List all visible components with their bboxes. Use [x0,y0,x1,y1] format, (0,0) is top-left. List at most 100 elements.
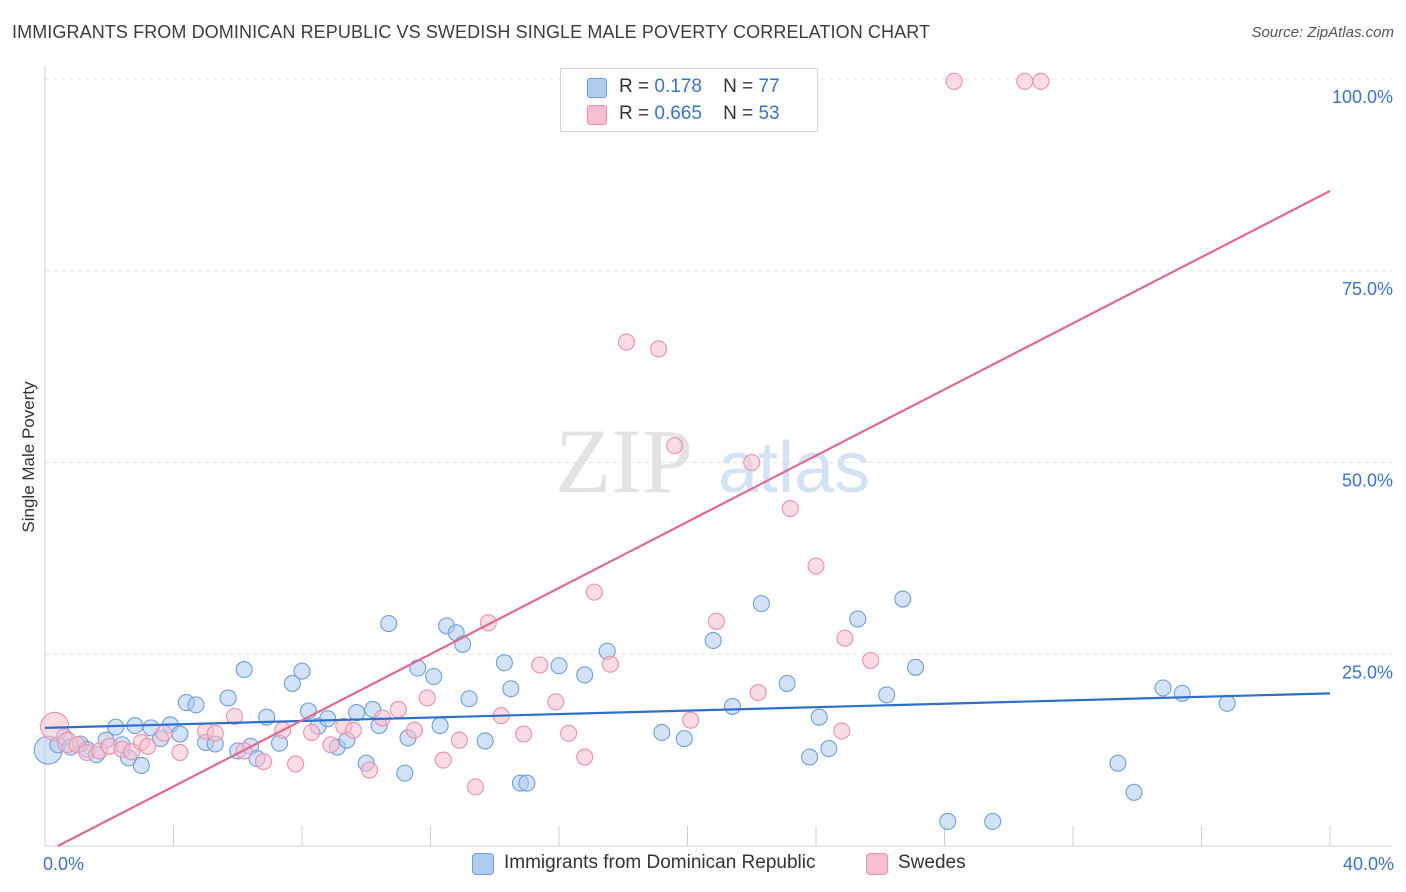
legend-swatch-dominican [587,78,607,98]
point-swedes [833,722,851,740]
legend-r-value: 0.665 [654,103,702,124]
point-swedes [287,755,305,773]
point-dominican [801,748,819,766]
point-dominican [984,812,1002,831]
legend-r-label: R = [619,76,650,97]
point-swedes [749,684,767,702]
watermark-zip: ZIP [555,410,693,512]
point-dominican [907,658,925,676]
point-swedes [807,557,825,575]
point-dominican [723,697,742,715]
legend-n-label: N = [723,103,754,124]
point-dominican [1125,783,1143,801]
legend-swatch-swedes [587,105,607,125]
point-dominican [132,756,150,775]
point-dominican [894,590,912,608]
tick-labels: 25.0% 50.0% 75.0% 100.0% 0.0% 40.0% [43,87,1394,874]
source-label: Source: ZipAtlas.com [1251,24,1394,41]
trend-line-dominican [44,692,1331,729]
x-tick-label: 40.0% [1343,854,1394,874]
point-dominican [1109,754,1127,772]
chart-title: IMMIGRANTS FROM DOMINICAN REPUBLIC VS SW… [12,22,931,42]
legend-r-value: 0.178 [654,76,702,97]
point-dominican [1154,679,1172,697]
point-dominican [653,723,671,742]
point-dominican [752,595,770,613]
point-swedes [418,689,436,707]
point-dominican [396,764,414,782]
point-swedes [155,724,173,742]
watermark: ZIP atlas [555,410,870,512]
point-dominican [319,710,337,728]
point-dominican [502,680,520,698]
legend-n-label: N = [723,76,754,97]
point-swedes [707,612,725,630]
point-dominican [380,615,398,633]
trend-line-swedes [57,190,1331,847]
bottom-legend-swatch-swedes [866,853,888,875]
bottom-legend-swatch-dominican [472,853,494,875]
point-swedes [781,499,799,518]
point-dominican [849,610,867,628]
y-tick-label: 50.0% [1342,471,1393,491]
point-dominican [425,667,443,686]
grid-lines [45,78,1392,655]
point-swedes [515,725,533,743]
point-swedes [945,72,963,90]
y-axis-label: Single Male Poverty [19,381,38,533]
point-dominican [810,708,828,726]
point-swedes [576,748,594,766]
point-swedes [1016,72,1034,90]
point-swedes [171,743,189,761]
point-swedes [617,333,636,351]
point-dominican [348,703,366,722]
point-dominican [431,717,449,735]
point-swedes [206,724,224,742]
point-swedes [560,724,578,742]
legend-n-value: 77 [758,76,780,97]
point-swedes [139,737,157,755]
point-dominican [235,661,253,679]
point-swedes [466,778,485,796]
point-swedes [450,731,468,749]
data-points [33,72,1236,831]
point-swedes [254,753,273,771]
bottom-legend-label-dominican: Immigrants from Dominican Republic [504,852,816,873]
point-dominican [283,674,301,692]
point-dominican [675,730,693,748]
point-dominican [1173,684,1191,702]
point-dominican [187,696,205,714]
point-dominican [939,812,957,831]
point-swedes [1032,72,1050,90]
point-swedes [531,656,549,674]
point-swedes [862,651,880,669]
point-dominican [518,774,536,792]
point-swedes [743,453,761,472]
legend-r-label: R = [619,103,650,124]
point-swedes [682,711,700,729]
point-dominican [820,740,838,758]
point-dominican [1218,694,1236,712]
point-swedes [322,736,340,754]
point-swedes [225,707,244,725]
point-dominican [460,690,478,708]
point-swedes [585,583,603,601]
y-tick-label: 25.0% [1342,662,1393,682]
point-swedes [836,629,854,647]
trend-lines [44,190,1331,847]
point-swedes [666,437,684,455]
point-dominican [219,689,237,707]
correlation-legend: R = 0.178 N = 77 R = 0.665 N = 53 [560,68,818,132]
point-dominican [778,674,796,692]
point-swedes [601,655,619,673]
point-swedes [405,721,423,739]
y-tick-label: 75.0% [1342,279,1393,299]
point-dominican [704,631,722,649]
y-tick-label: 100.0% [1332,87,1393,107]
point-swedes [360,761,379,779]
point-swedes [389,700,407,719]
point-swedes [303,723,321,742]
bottom-legend-label-swedes: Swedes [898,852,966,873]
point-swedes [434,751,452,769]
point-dominican [495,654,513,672]
